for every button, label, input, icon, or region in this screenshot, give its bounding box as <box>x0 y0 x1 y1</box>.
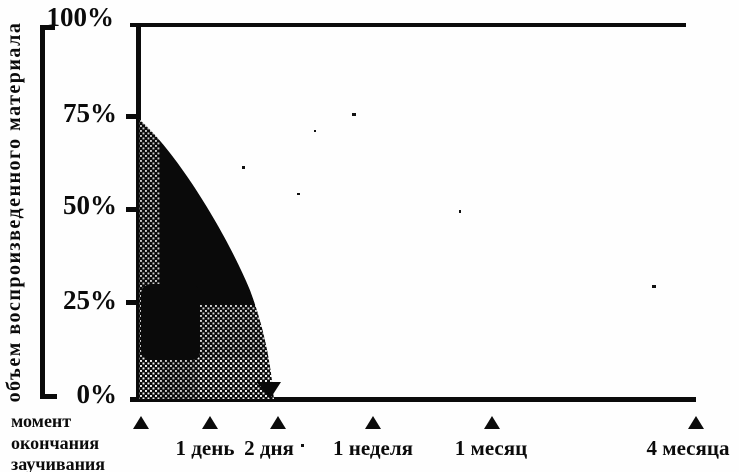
triangle-marker-icon <box>270 416 286 429</box>
triangle-marker-icon <box>484 416 500 429</box>
x-origin-label-line1: момент <box>11 411 71 431</box>
y-tick-label-100: 100% <box>47 2 115 32</box>
y-axis-bracket <box>40 25 57 399</box>
forgetting-curve-area <box>139 119 274 399</box>
plot-y-axis-line <box>136 23 141 400</box>
plot-top-line <box>130 23 686 27</box>
y-tick-label-50: 50% <box>63 190 117 220</box>
scan-specks <box>242 113 656 447</box>
y-axis-title: объем воспроизведенного материала <box>3 22 25 403</box>
y-axis-ticks <box>126 114 137 305</box>
x-tick-label-1week: 1 неделя <box>333 436 413 460</box>
y-tick-label-0: 0% <box>77 379 118 409</box>
x-axis-markers <box>133 416 704 429</box>
x-tick-label-1month: 1 месяц <box>455 436 527 460</box>
x-tick-label-1day: 1 день <box>176 436 235 460</box>
plot-x-axis-line <box>130 397 696 402</box>
x-tick-label-4months: 4 месяца <box>647 436 730 460</box>
x-tick-label-2days: 2 дня <box>244 436 294 460</box>
triangle-marker-icon <box>688 416 704 429</box>
curve-tip-arrow <box>257 382 281 399</box>
x-origin-label-line2: окончания <box>11 433 99 453</box>
y-tick-label-25: 25% <box>63 285 117 315</box>
triangle-marker-icon <box>202 416 218 429</box>
triangle-marker-icon <box>133 416 149 429</box>
y-tick-label-75: 75% <box>63 98 117 128</box>
triangle-marker-icon <box>365 416 381 429</box>
x-origin-label-line3: заучивания <box>11 454 105 472</box>
